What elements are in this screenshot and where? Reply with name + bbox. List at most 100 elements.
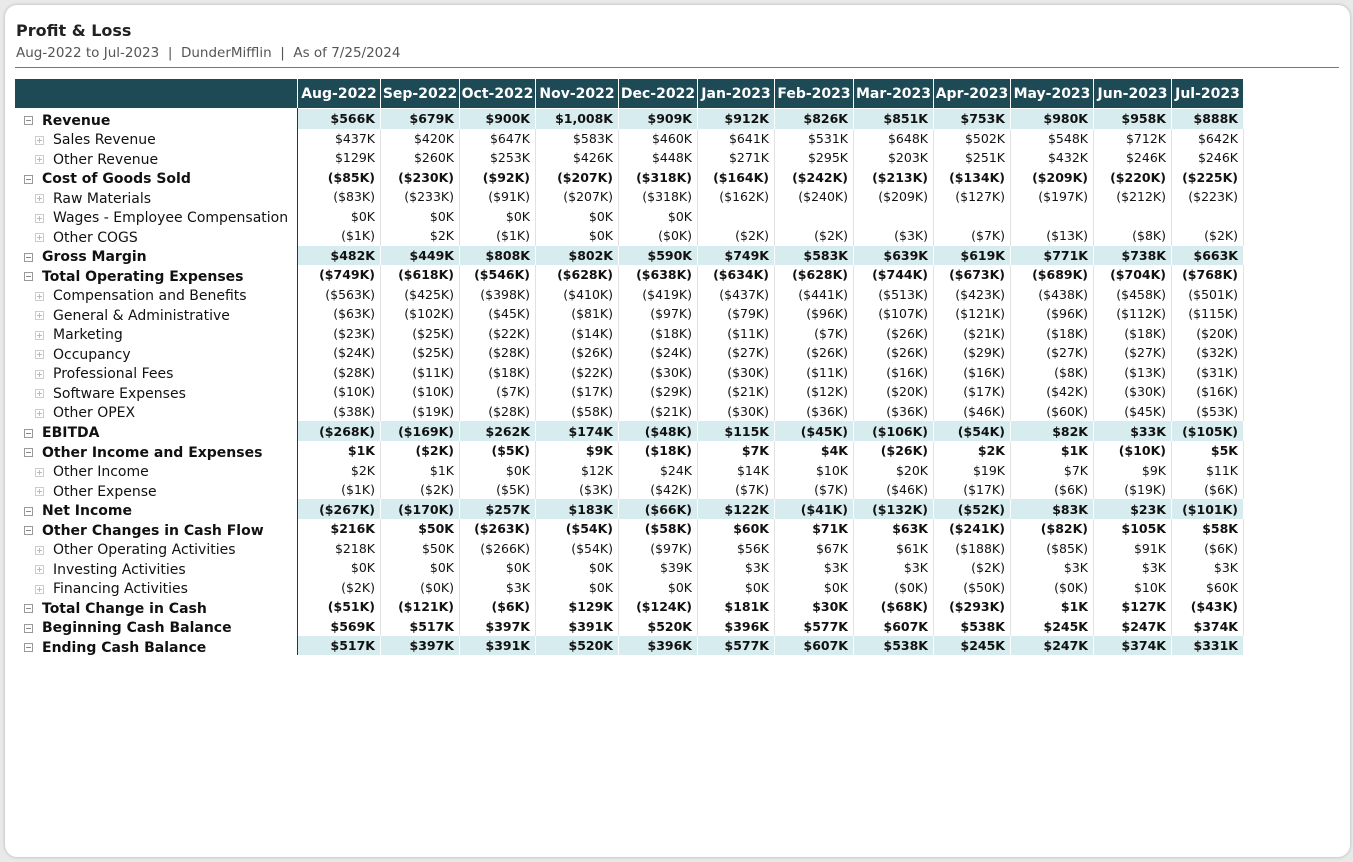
collapse-icon[interactable] xyxy=(24,116,33,126)
table-cell: $1K xyxy=(298,440,381,461)
table-cell: ($2K) xyxy=(775,226,854,246)
row-label-text: Investing Activities xyxy=(53,561,186,578)
collapse-icon[interactable] xyxy=(24,506,33,516)
table-cell: ($241K) xyxy=(934,518,1011,539)
row-label-text: Net Income xyxy=(42,503,132,520)
table-cell: $0K xyxy=(775,577,854,597)
table-cell: ($207K) xyxy=(536,167,619,188)
row-label-text: Other OPEX xyxy=(53,405,136,422)
expand-icon[interactable] xyxy=(35,155,44,165)
table-cell: ($45K) xyxy=(1094,401,1172,422)
row-item-label: Professional Fees xyxy=(15,365,297,385)
expand-icon[interactable] xyxy=(35,135,44,145)
table-row: ($23K) ($25K) ($22K) ($14K) ($18K) ($11K) ($7K… xyxy=(298,323,1244,344)
table-cell: ($18K) xyxy=(460,362,536,383)
collapse-icon[interactable] xyxy=(24,623,33,633)
table-cell: $548K xyxy=(1011,128,1094,149)
column-header[interactable]: Jun-2023 xyxy=(1093,79,1171,108)
row-group-label: Ending Cash Balance xyxy=(15,638,297,658)
table-row: ($24K) ($25K) ($28K) ($26K) ($24K) ($27K) ($26… xyxy=(298,343,1244,363)
table-cell: $607K xyxy=(775,635,854,656)
expand-icon[interactable] xyxy=(35,233,44,243)
column-header[interactable]: Oct-2022 xyxy=(459,79,535,108)
column-header[interactable]: Aug-2022 xyxy=(297,79,380,108)
table-cell: ($7K) xyxy=(775,479,854,500)
table-cell: ($26K) xyxy=(536,343,619,363)
table-row: ($1K) $2K ($1K) $0K ($0K) ($2K) ($2K) ($3K) ($7K… xyxy=(298,226,1244,246)
table-cell: $50K xyxy=(381,538,460,558)
expand-icon[interactable] xyxy=(35,291,44,301)
table-cell: $538K xyxy=(854,635,934,656)
table-cell: ($46K) xyxy=(934,401,1011,422)
table-cell: $245K xyxy=(934,635,1011,656)
row-label-text: Other Income xyxy=(53,464,149,481)
collapse-icon[interactable] xyxy=(24,272,33,282)
table-cell: ($21K) xyxy=(698,382,775,402)
table-cell: $426K xyxy=(536,148,619,168)
table-cell: $19K xyxy=(934,460,1011,480)
table-cell: ($188K) xyxy=(934,538,1011,558)
table-cell: ($30K) xyxy=(698,362,775,383)
table-cell: ($54K) xyxy=(536,538,619,558)
expand-icon[interactable] xyxy=(35,545,44,555)
column-header[interactable]: Mar-2023 xyxy=(853,79,933,108)
expand-icon[interactable] xyxy=(35,369,44,379)
collapse-icon[interactable] xyxy=(24,604,33,614)
table-cell: ($2K) xyxy=(298,577,381,597)
collapse-icon[interactable] xyxy=(24,643,33,653)
table-cell: ($51K) xyxy=(298,596,381,617)
table-cell: $257K xyxy=(460,499,536,519)
table-cell: ($423K) xyxy=(934,284,1011,305)
expand-icon[interactable] xyxy=(35,467,44,477)
expand-icon[interactable] xyxy=(35,584,44,594)
table-cell: $432K xyxy=(1011,148,1094,168)
table-cell: ($105K) xyxy=(1172,421,1244,441)
table-cell: $122K xyxy=(698,499,775,519)
table-cell: $517K xyxy=(298,635,381,656)
table-cell: $641K xyxy=(698,128,775,149)
expand-icon[interactable] xyxy=(35,194,44,204)
table-cell: ($13K) xyxy=(1094,362,1172,383)
table-cell: ($425K) xyxy=(381,284,460,305)
column-header[interactable]: Jan-2023 xyxy=(697,79,774,108)
table-cell: ($124K) xyxy=(619,596,698,617)
row-label-text: Total Operating Expenses xyxy=(42,268,244,285)
table-cell: ($18K) xyxy=(619,440,698,461)
table-cell: $0K xyxy=(460,557,536,578)
table-cell: $771K xyxy=(1011,245,1094,266)
column-header[interactable]: Jul-2023 xyxy=(1171,79,1243,108)
table-cell: $2K xyxy=(298,460,381,480)
expand-icon[interactable] xyxy=(35,487,44,497)
column-header[interactable]: Feb-2023 xyxy=(774,79,853,108)
expand-icon[interactable] xyxy=(35,311,44,321)
table-cell: $4K xyxy=(775,440,854,461)
table-cell: ($58K) xyxy=(536,401,619,422)
expand-icon[interactable] xyxy=(35,389,44,399)
collapse-icon[interactable] xyxy=(24,428,33,438)
table-cell: $203K xyxy=(854,148,934,168)
table-cell: ($268K) xyxy=(298,421,381,441)
expand-icon[interactable] xyxy=(35,213,44,223)
expand-icon[interactable] xyxy=(35,330,44,340)
table-cell: $374K xyxy=(1172,616,1244,636)
matrix-body: Revenue Sales Revenue Other Revenue Cost of… xyxy=(15,108,1244,658)
table-cell: ($546K) xyxy=(460,265,536,285)
collapse-icon[interactable] xyxy=(24,526,33,536)
column-header[interactable]: Apr-2023 xyxy=(933,79,1010,108)
table-cell: $888K xyxy=(1172,109,1244,129)
expand-icon[interactable] xyxy=(35,408,44,418)
table-cell: ($2K) xyxy=(381,440,460,461)
row-item-label: Other Expense xyxy=(15,482,297,502)
expand-icon[interactable] xyxy=(35,350,44,360)
column-header[interactable]: Nov-2022 xyxy=(535,79,618,108)
column-header[interactable]: Dec-2022 xyxy=(618,79,697,108)
row-label-text: Beginning Cash Balance xyxy=(42,620,232,637)
column-header[interactable]: May-2023 xyxy=(1010,79,1093,108)
collapse-icon[interactable] xyxy=(24,174,33,184)
table-cell: $397K xyxy=(381,635,460,656)
collapse-icon[interactable] xyxy=(24,448,33,458)
column-header[interactable]: Sep-2022 xyxy=(380,79,459,108)
row-group-label: Total Change in Cash xyxy=(15,599,297,619)
expand-icon[interactable] xyxy=(35,565,44,575)
collapse-icon[interactable] xyxy=(24,252,33,262)
